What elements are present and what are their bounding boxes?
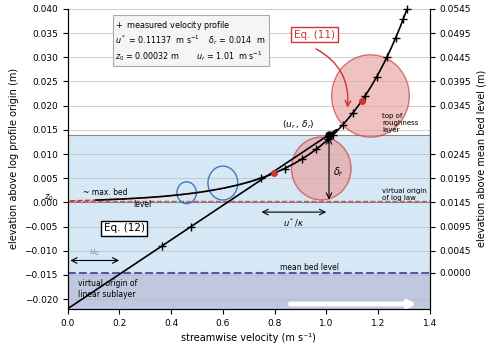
Text: level: level <box>134 200 152 209</box>
Text: $(u_r\,,\,\delta_r)$: $(u_r\,,\,\delta_r)$ <box>282 118 315 131</box>
Ellipse shape <box>292 137 351 200</box>
Text: $z_0$: $z_0$ <box>44 193 54 203</box>
Bar <box>68 134 430 273</box>
Text: virtual origin of
linear sublayer: virtual origin of linear sublayer <box>78 279 137 299</box>
Text: $u^*/\kappa$: $u^*/\kappa$ <box>284 217 304 229</box>
Text: mean bed level: mean bed level <box>280 263 339 272</box>
Text: Eq. (12): Eq. (12) <box>104 223 145 233</box>
Text: top of
roughness
layer: top of roughness layer <box>382 113 418 133</box>
Text: Eq. (11): Eq. (11) <box>294 30 335 40</box>
X-axis label: streamwise velocity (m s⁻¹): streamwise velocity (m s⁻¹) <box>182 333 316 343</box>
Bar <box>68 309 430 318</box>
Text: $\delta_r$: $\delta_r$ <box>333 165 344 179</box>
Y-axis label: elevation above log profile origin (m): elevation above log profile origin (m) <box>9 68 19 250</box>
Bar <box>68 9 430 134</box>
Ellipse shape <box>332 55 409 137</box>
Bar <box>68 273 430 318</box>
Text: ~ max. bed: ~ max. bed <box>83 188 128 197</box>
Y-axis label: elevation above mean bed level (m): elevation above mean bed level (m) <box>477 70 487 247</box>
Text: virtual origin
of log law: virtual origin of log law <box>382 188 427 201</box>
Text: $u_0$: $u_0$ <box>90 247 100 258</box>
Text: $+$  measured velocity profile
$u^*$ = 0.11137  m s$^{-1}$    $\delta_r$ = 0.014: $+$ measured velocity profile $u^*$ = 0.… <box>116 18 266 64</box>
